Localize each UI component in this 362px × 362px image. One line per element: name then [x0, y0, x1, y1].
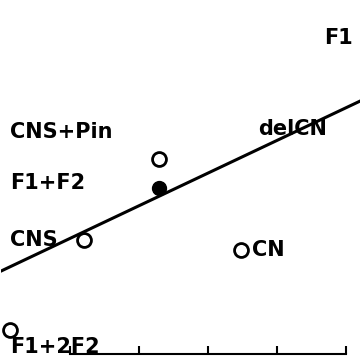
Text: delCN: delCN	[258, 119, 327, 139]
Text: F1+2F2: F1+2F2	[10, 337, 99, 357]
Text: CN: CN	[252, 240, 285, 260]
Text: CNS+Pin: CNS+Pin	[10, 122, 112, 142]
Text: CNS: CNS	[10, 230, 57, 250]
Text: F1: F1	[324, 28, 353, 48]
Text: F1+F2: F1+F2	[10, 173, 85, 193]
